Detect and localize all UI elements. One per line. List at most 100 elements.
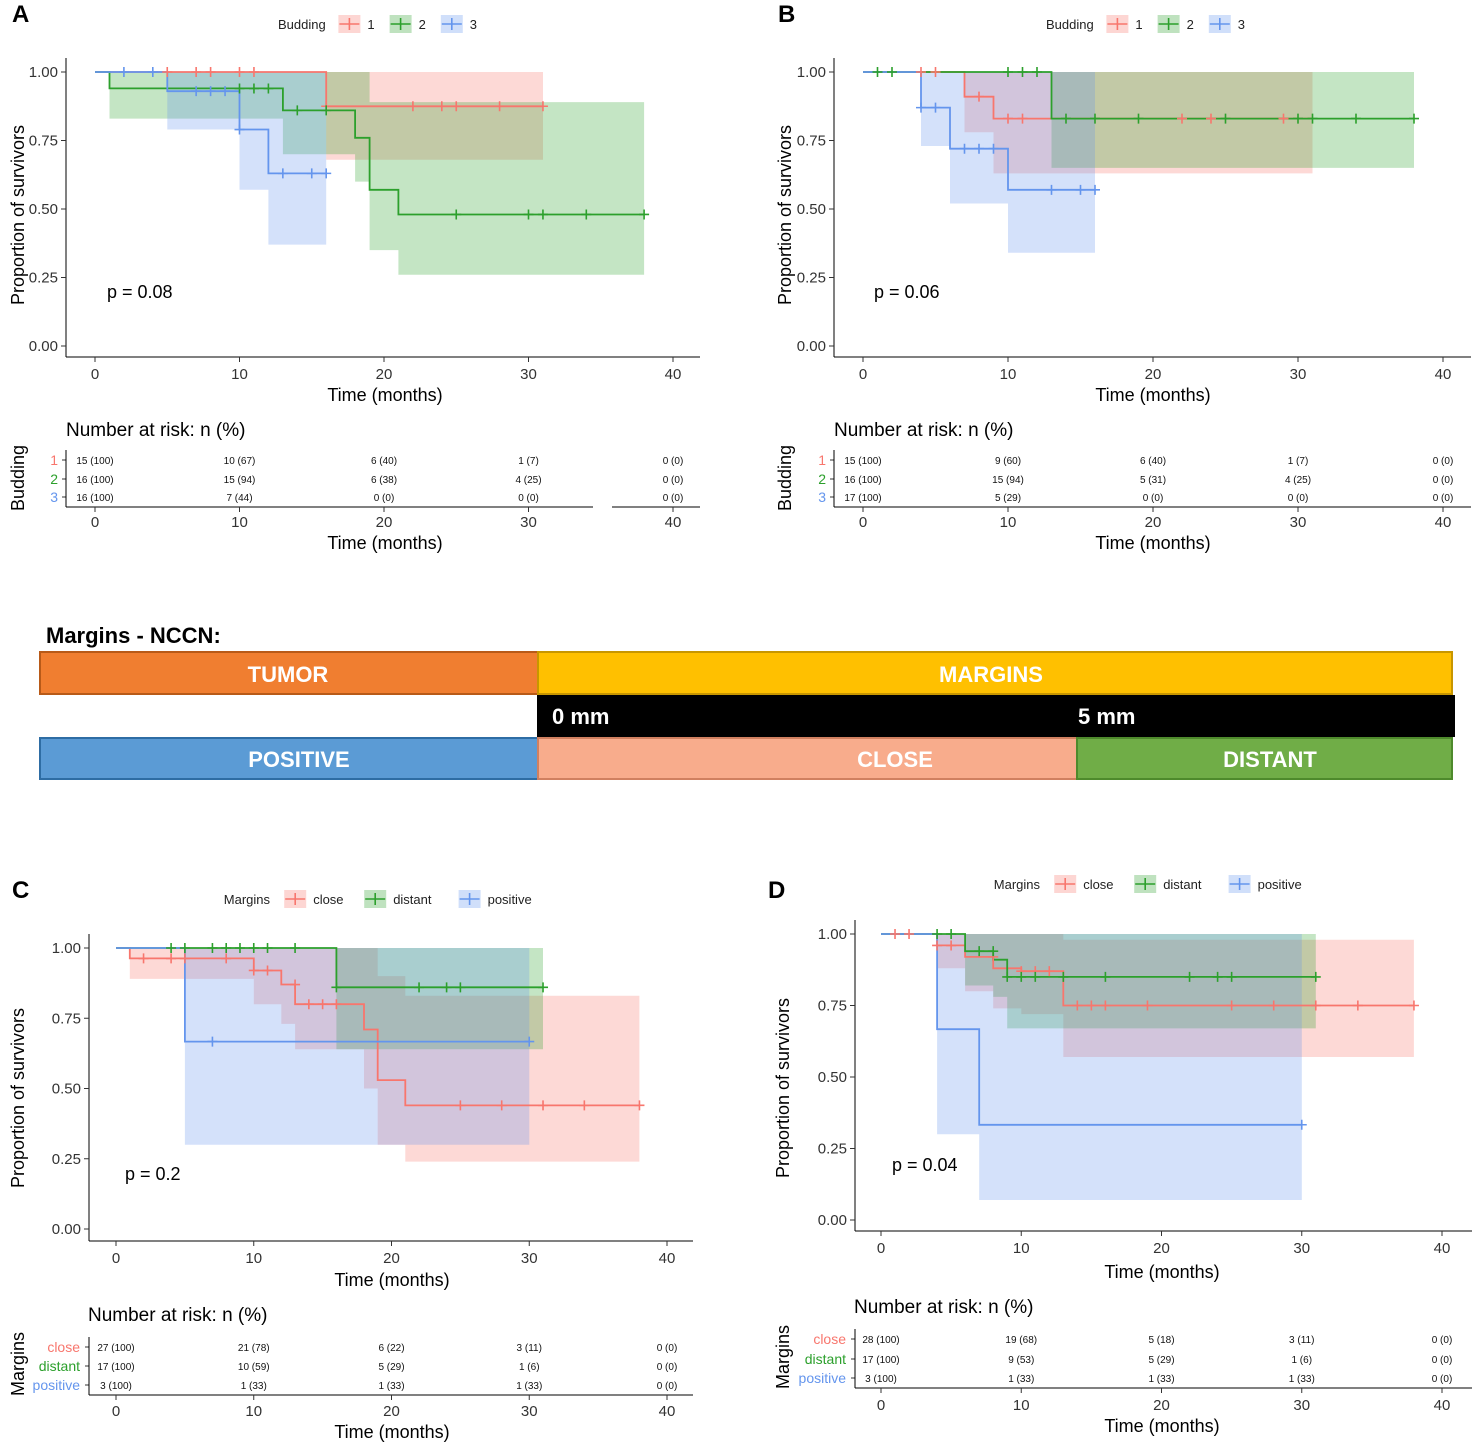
legend-title: Budding xyxy=(278,17,326,32)
y-tick-label: 0.75 xyxy=(52,1010,81,1027)
risk-cell: 0 (0) xyxy=(1433,493,1454,504)
risk-table-D: Number at risk: n (%) close 28 (100) 19 (68… xyxy=(773,1297,1472,1436)
y-tick-label: 0.50 xyxy=(52,1081,81,1098)
censor-mark xyxy=(1072,1000,1083,1011)
risk-x-tick-label: 30 xyxy=(521,1403,538,1420)
y-tick-label: 0.00 xyxy=(797,338,826,355)
censor-mark xyxy=(147,67,158,77)
censor-mark xyxy=(916,102,926,113)
risk-cell: 5 (29) xyxy=(995,493,1021,504)
risk-table-A: Number at risk: n (%) 1 15 (100) 10 (67) 6 (… xyxy=(8,420,700,553)
censor-mark xyxy=(494,101,505,112)
distant-label: DISTANT xyxy=(1223,747,1317,772)
risk-table-title: Number at risk: n (%) xyxy=(854,1297,1033,1318)
y-tick-label: 1.00 xyxy=(818,926,847,943)
survival-curve-positive xyxy=(881,933,1302,1126)
x-tick-label: 30 xyxy=(1293,1240,1310,1257)
mm5-label: 5 mm xyxy=(1078,704,1135,729)
risk-x-tick-label: 0 xyxy=(877,1397,885,1414)
censor-mark xyxy=(1352,1000,1363,1011)
risk-x-axis-title: Time (months) xyxy=(1104,1416,1219,1436)
censor-mark xyxy=(207,1036,218,1047)
legend-label-3: 3 xyxy=(470,17,477,32)
censor-mark xyxy=(1278,113,1289,124)
legend-label-distant: distant xyxy=(393,892,432,907)
censor-mark xyxy=(581,209,592,220)
margins-box xyxy=(537,651,1453,695)
censor-mark xyxy=(191,86,202,97)
censor-mark xyxy=(974,91,984,102)
risk-y-axis-title: Margins xyxy=(773,1325,793,1389)
close-box xyxy=(537,737,1078,780)
censor-mark xyxy=(1046,184,1057,195)
censor-mark xyxy=(1017,113,1028,124)
censor-mark xyxy=(221,953,232,964)
censor-mark xyxy=(179,953,190,964)
risk-strata-label: 1 xyxy=(818,452,826,468)
legend-label-distant: distant xyxy=(1163,877,1202,892)
ci-band-positive xyxy=(881,934,1302,1200)
risk-table-B: Number at risk: n (%) 1 15 (100) 9 (60) 6 (4… xyxy=(775,420,1471,553)
legend-label-close: close xyxy=(313,892,343,907)
survival-curve-positive xyxy=(116,947,530,1043)
risk-cell: 4 (25) xyxy=(1285,475,1311,486)
censor-mark xyxy=(904,929,915,939)
censor-mark xyxy=(1030,971,1041,982)
censor-mark xyxy=(537,209,548,220)
risk-x-axis-title: Time (months) xyxy=(327,533,442,553)
risk-cell: 0 (0) xyxy=(657,1343,678,1354)
legend-label-3: 3 xyxy=(1238,17,1245,32)
censor-mark xyxy=(988,143,999,154)
censor-mark xyxy=(1177,113,1187,124)
legend-label-close: close xyxy=(1083,877,1113,892)
risk-cell: 21 (78) xyxy=(238,1343,270,1354)
censor-mark xyxy=(1142,1000,1153,1011)
censor-mark xyxy=(634,1100,645,1111)
risk-cell: 1 (33) xyxy=(1008,1374,1034,1385)
risk-cell: 1 (7) xyxy=(518,456,539,467)
censor-mark xyxy=(538,982,549,993)
legend-label-2: 2 xyxy=(1187,17,1194,32)
risk-cell: 15 (94) xyxy=(224,475,256,486)
censor-mark xyxy=(221,943,232,953)
censor-mark xyxy=(277,168,288,179)
risk-strata-label: 2 xyxy=(50,471,58,487)
p-value: p = 0.08 xyxy=(107,282,173,302)
km-panel-C: C Margins close distant positive 0.00 0.25 0.50… xyxy=(8,877,693,1442)
tumor-box xyxy=(39,651,539,695)
risk-cell: 28 (100) xyxy=(862,1335,899,1346)
risk-cell: 3 (100) xyxy=(865,1374,897,1385)
risk-x-tick-label: 30 xyxy=(520,514,537,531)
censor-mark xyxy=(1220,113,1231,124)
censor-mark xyxy=(916,67,926,77)
risk-cell: 7 (44) xyxy=(226,493,252,504)
y-tick-label: 0.25 xyxy=(52,1151,81,1168)
censor-mark xyxy=(1268,1000,1279,1011)
y-tick-label: 0.75 xyxy=(797,133,826,150)
legend-label-1: 1 xyxy=(1135,17,1142,32)
p-value: p = 0.2 xyxy=(125,1164,181,1184)
x-tick-label: 0 xyxy=(91,366,99,383)
y-tick-label: 0.00 xyxy=(29,338,58,355)
risk-cell: 1 (7) xyxy=(1288,456,1309,467)
x-tick-label: 0 xyxy=(859,366,867,383)
risk-cell: 16 (100) xyxy=(76,493,113,504)
risk-cell: 3 (11) xyxy=(517,1343,542,1354)
p-value: p = 0.04 xyxy=(892,1155,958,1175)
censor-mark xyxy=(890,929,901,939)
x-tick-label: 10 xyxy=(1013,1240,1030,1257)
censor-mark xyxy=(205,86,216,97)
censor-mark xyxy=(1086,1000,1097,1011)
censor-mark xyxy=(138,953,149,964)
censor-mark xyxy=(1003,113,1013,124)
risk-cell: 1 (33) xyxy=(241,1381,267,1392)
censor-mark xyxy=(317,999,328,1010)
censor-mark xyxy=(166,943,177,953)
risk-y-axis-title: Budding xyxy=(775,445,795,511)
censor-mark xyxy=(234,83,245,94)
legend-label-positive: positive xyxy=(1258,877,1302,892)
risk-cell: 1 (6) xyxy=(519,1362,540,1373)
x-axis-title: Time (months) xyxy=(1104,1262,1219,1282)
risk-x-tick-label: 30 xyxy=(1290,514,1307,531)
censor-mark xyxy=(932,929,943,939)
